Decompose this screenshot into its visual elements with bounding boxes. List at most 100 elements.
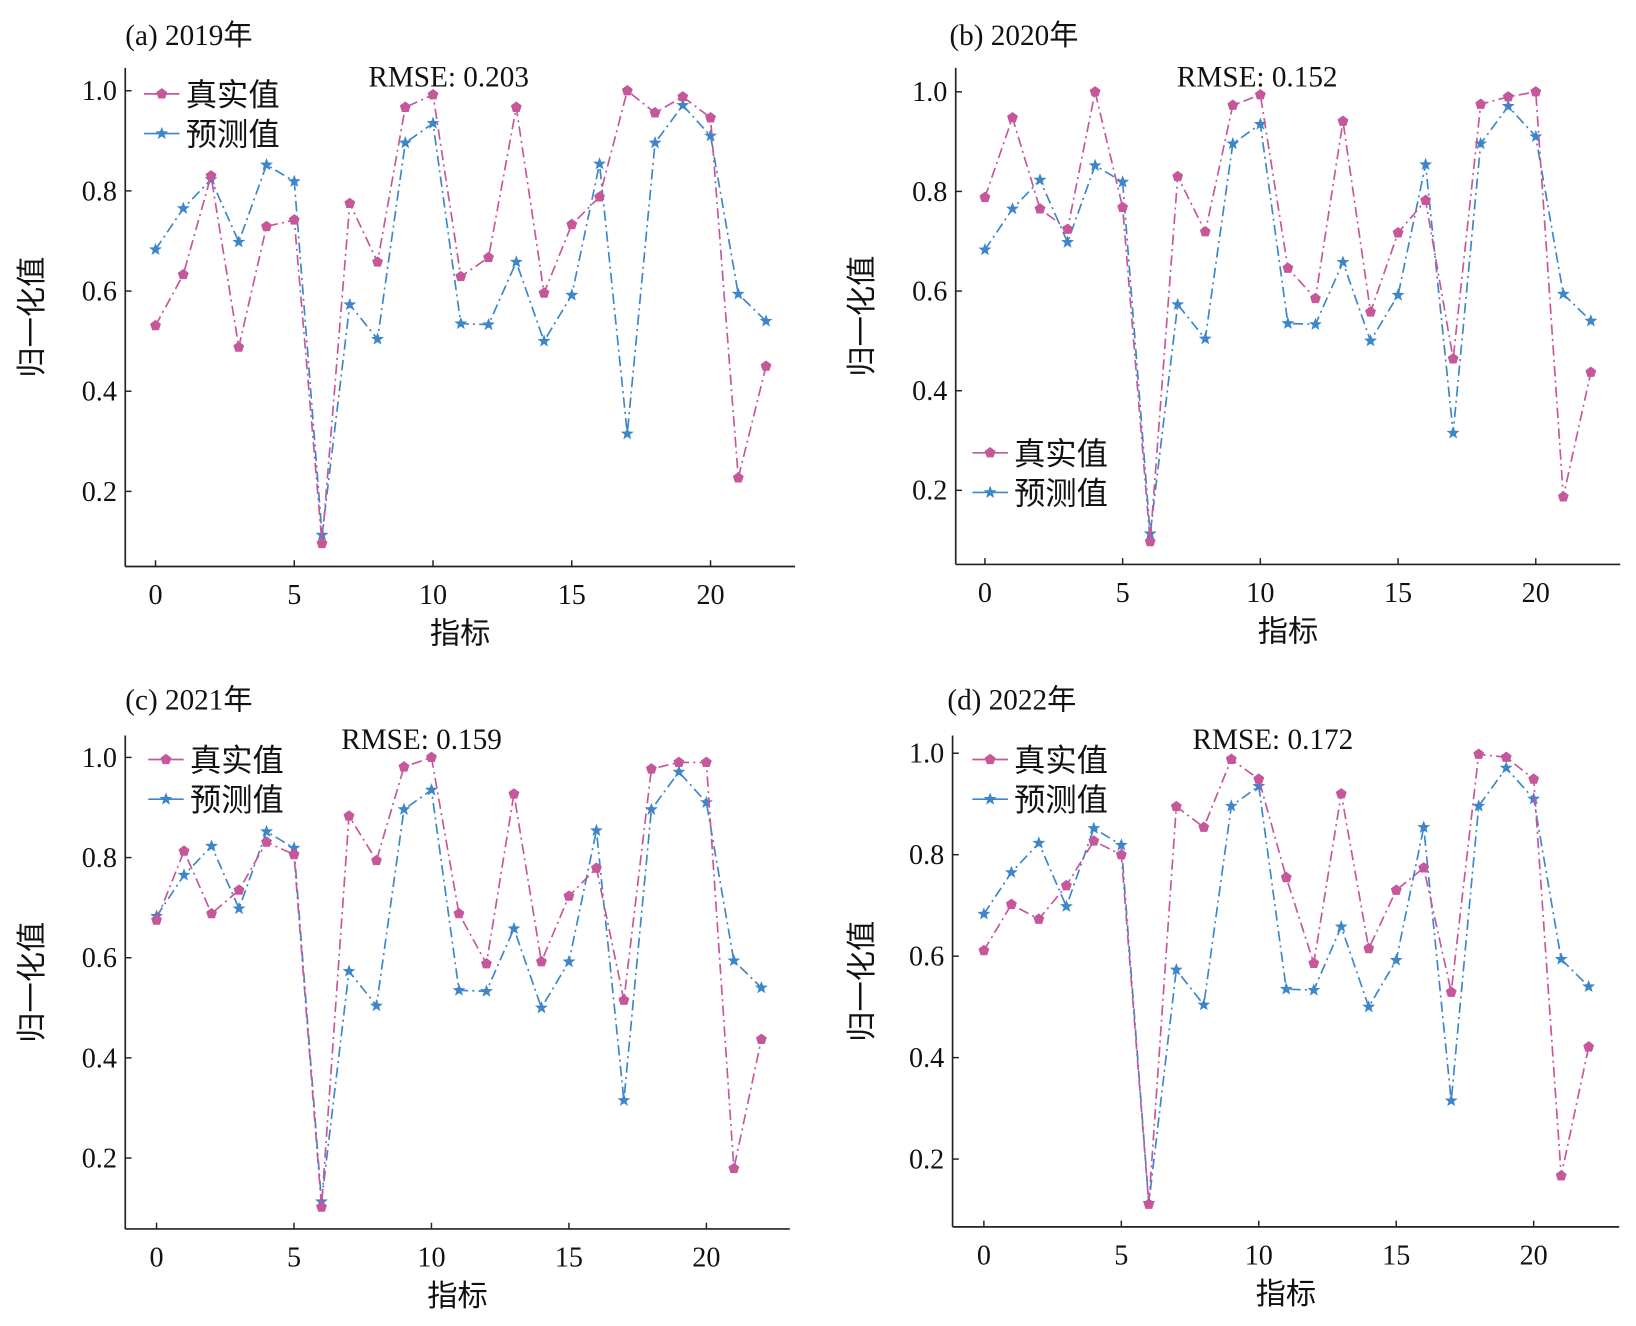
x-axis-label: 指标: [1256, 1277, 1317, 1311]
data-point-actual: [1115, 849, 1127, 860]
data-point-predicted: [727, 953, 741, 967]
data-point-actual: [1170, 800, 1182, 812]
y-tick-label: 0.8: [82, 843, 117, 874]
data-point-predicted: [565, 288, 579, 301]
data-point-actual: [344, 197, 356, 209]
data-point-actual: [1445, 986, 1457, 997]
data-point-predicted: [260, 824, 273, 838]
data-point-predicted: [176, 201, 190, 214]
x-tick-label: 20: [696, 580, 724, 611]
data-point-predicted: [1362, 1000, 1376, 1013]
series-line-actual: [983, 753, 1590, 1205]
data-point-predicted: [1391, 288, 1405, 301]
y-tick-label: 0.2: [912, 476, 947, 507]
y-axis-label: 归一化值: [15, 922, 49, 1043]
data-point-predicted: [1556, 287, 1570, 300]
data-point-predicted: [562, 954, 576, 968]
data-point-predicted: [672, 765, 686, 778]
data-point-actual: [1502, 91, 1514, 102]
data-point-predicted: [644, 802, 658, 816]
x-tick-label: 20: [692, 1243, 720, 1274]
data-point-predicted: [371, 332, 384, 345]
data-point-actual: [1363, 942, 1375, 954]
data-point-actual: [178, 845, 190, 856]
y-tick-label: 0.8: [82, 176, 117, 207]
data-point-predicted: [676, 98, 690, 111]
legend-label: 真实值: [190, 743, 284, 778]
data-point-predicted: [342, 964, 356, 977]
data-point-actual: [288, 848, 300, 860]
x-tick-label: 0: [977, 1240, 991, 1271]
legend-marker-predicted: [983, 792, 997, 805]
rmse-annotation: RMSE: 0.203: [368, 62, 529, 94]
subplot-title: (a) 2019年: [125, 19, 252, 52]
data-point-predicted: [1584, 314, 1598, 327]
legend-marker-actual: [984, 447, 996, 458]
data-point-actual: [398, 761, 410, 772]
data-point-predicted: [482, 317, 496, 331]
y-tick-label: 1.0: [82, 743, 117, 774]
data-point-actual: [1555, 1170, 1567, 1181]
rmse-annotation: RMSE: 0.159: [341, 724, 502, 756]
y-tick-label: 0.2: [82, 477, 117, 508]
x-axis-label: 指标: [430, 617, 491, 651]
data-point-predicted: [397, 802, 411, 816]
data-point-predicted: [454, 316, 468, 330]
y-axis-label: 归一化值: [845, 256, 879, 377]
data-point-actual: [316, 1201, 327, 1212]
x-tick-label: 15: [555, 1243, 583, 1274]
data-point-predicted: [1472, 799, 1486, 812]
legend-marker-actual: [156, 88, 168, 99]
x-tick-label: 5: [287, 580, 301, 611]
y-tick-label: 1.0: [912, 77, 947, 108]
data-point-predicted: [507, 921, 521, 935]
data-point-actual: [677, 91, 689, 102]
data-point-actual: [1475, 98, 1487, 109]
data-point-predicted: [593, 157, 607, 170]
data-point-actual: [1447, 353, 1459, 364]
x-tick-label: 5: [287, 1243, 301, 1274]
y-tick-label: 0.2: [909, 1144, 944, 1175]
x-tick-label: 15: [558, 580, 586, 611]
data-point-actual: [1117, 201, 1129, 212]
data-point-actual: [1392, 227, 1404, 238]
data-point-predicted: [1281, 316, 1295, 329]
data-point-actual: [618, 994, 630, 1005]
data-point-predicted: [287, 841, 301, 854]
data-point-predicted: [620, 427, 634, 440]
data-point-predicted: [648, 136, 662, 149]
data-point-predicted: [534, 1001, 548, 1014]
y-tick-label: 0.6: [82, 276, 117, 307]
y-tick-label: 0.4: [82, 1043, 117, 1074]
data-point-actual: [399, 101, 411, 112]
data-point-actual: [563, 890, 575, 901]
data-point-actual: [1199, 226, 1211, 237]
legend-label: 预测值: [186, 117, 280, 152]
data-point-actual: [1557, 491, 1569, 502]
legend-marker-predicted: [983, 485, 997, 498]
data-point-actual: [261, 836, 272, 847]
data-point-actual: [1390, 884, 1402, 895]
data-point-actual: [150, 319, 161, 331]
data-point-actual: [705, 112, 716, 123]
data-point-actual: [1089, 86, 1101, 97]
subplot-b: 0 5 10 15 20 0.2 0.4 0.6 0.8 1.0 指标 归一化值 (b) 2020年 RM…: [845, 19, 1621, 649]
subplot-title: (d) 2022年: [947, 683, 1076, 716]
x-tick-label: 15: [1384, 578, 1412, 609]
x-tick-label: 5: [1116, 578, 1130, 609]
data-point-actual: [1282, 262, 1294, 273]
data-point-actual: [372, 256, 383, 267]
data-point-predicted: [287, 174, 301, 187]
legend-marker-predicted: [159, 792, 173, 805]
data-point-predicted: [509, 255, 523, 268]
data-point-actual: [728, 1162, 740, 1174]
x-tick-label: 5: [1114, 1240, 1128, 1271]
data-point-actual: [978, 944, 990, 956]
data-point-actual: [1172, 170, 1184, 182]
data-point-actual: [1088, 835, 1100, 846]
data-point-predicted: [1224, 799, 1238, 812]
data-point-predicted: [1114, 838, 1128, 851]
data-point-predicted: [1364, 334, 1377, 347]
y-tick-label: 1.0: [909, 739, 944, 770]
